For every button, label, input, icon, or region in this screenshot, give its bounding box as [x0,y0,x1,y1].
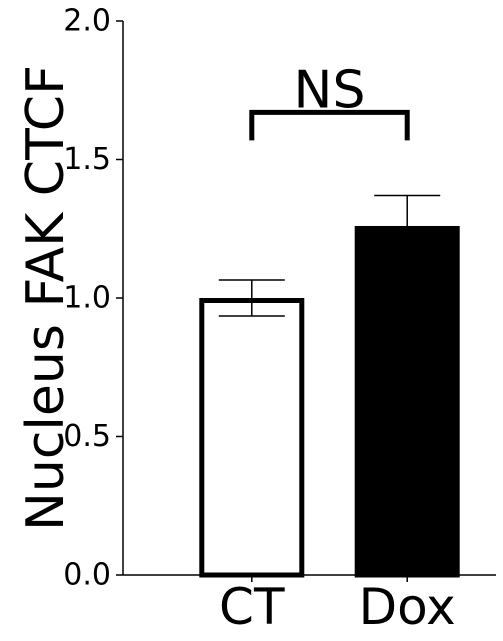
bar-ct [199,298,305,578]
y-tick-label: 2.0 [63,4,111,39]
y-tick-label: 1.5 [63,142,111,177]
y-tick-label: 0.5 [63,419,111,454]
y-tick-label: 1.0 [63,281,111,316]
bar-dox [354,225,460,578]
y-ticks: 0.0 0.5 1.0 1.5 2.0 [63,4,123,593]
significance-annotation: NS [249,60,410,141]
y-tick-label: 0.0 [63,558,111,593]
x-tick-label-ct: CT [219,578,285,636]
significance-bracket [249,109,410,141]
y-axis-label: Nucleus FAK CTCF [16,65,76,531]
significance-label: NS [294,60,366,120]
x-tick-label-dox: Dox [359,578,456,636]
error-bars [218,194,441,317]
x-tick-labels: CT Dox [219,575,456,636]
